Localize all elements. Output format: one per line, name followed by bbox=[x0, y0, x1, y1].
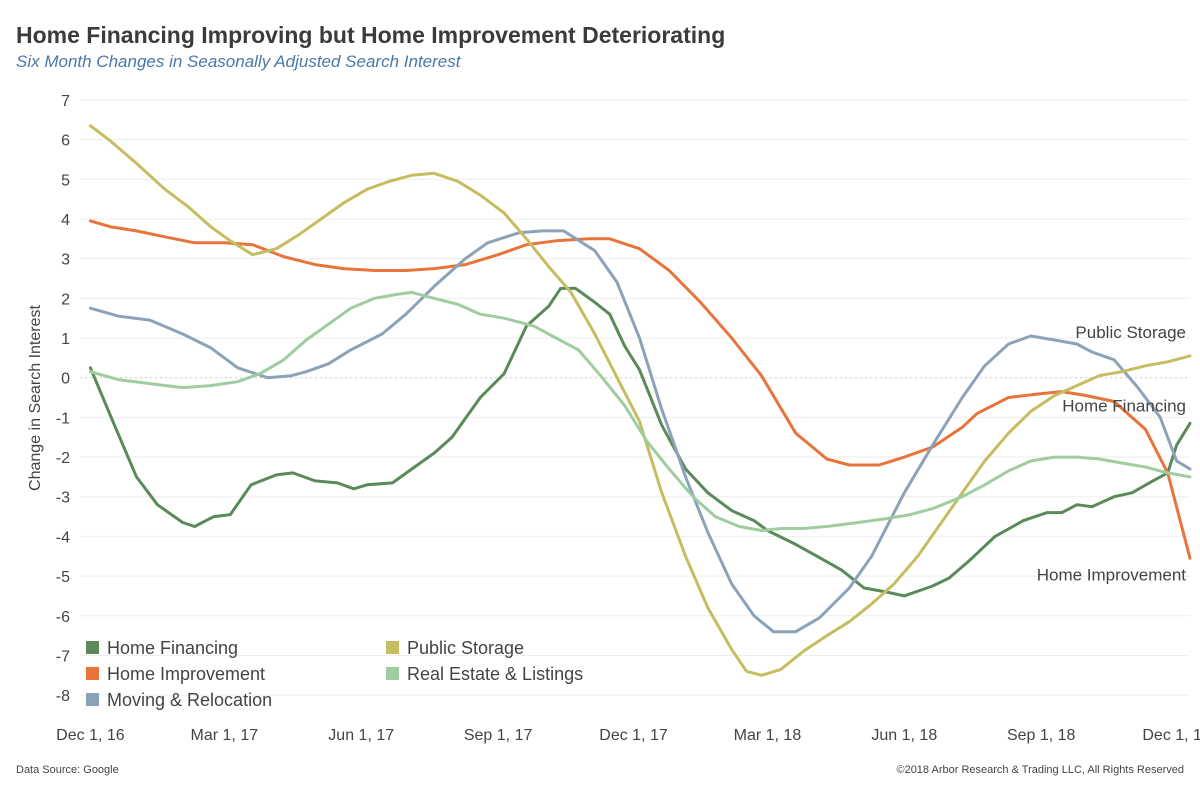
y-tick-label: 3 bbox=[61, 252, 70, 269]
chart-subtitle: Six Month Changes in Seasonally Adjusted… bbox=[16, 52, 461, 71]
x-tick-label: Jun 1, 18 bbox=[871, 727, 937, 744]
y-tick-label: -7 bbox=[56, 648, 70, 665]
legend-label: Home Improvement bbox=[107, 664, 265, 684]
legend-label: Moving & Relocation bbox=[107, 690, 272, 710]
y-tick-label: -8 bbox=[56, 688, 70, 705]
y-axis-label: Change in Search Interest bbox=[27, 305, 44, 491]
y-tick-label: 7 bbox=[61, 93, 70, 110]
y-tick-label: -3 bbox=[56, 490, 70, 507]
end-label: Public Storage bbox=[1075, 323, 1186, 342]
x-tick-label: Sep 1, 18 bbox=[1007, 727, 1076, 744]
end-label: Home Financing bbox=[1062, 396, 1186, 415]
legend-swatch bbox=[86, 667, 99, 680]
y-tick-label: -4 bbox=[56, 529, 70, 546]
y-tick-label: 6 bbox=[61, 133, 70, 150]
legend: Home Financing Home Improvement Moving & R… bbox=[86, 638, 583, 710]
y-tick-label: 4 bbox=[61, 212, 70, 229]
legend-label: Home Financing bbox=[107, 638, 238, 658]
x-tick-label: Dec 1, 17 bbox=[599, 727, 668, 744]
y-tick-label: -6 bbox=[56, 609, 70, 626]
y-tick-label: 0 bbox=[61, 371, 70, 388]
end-labels: Home Financing Home Improvement Public Sto… bbox=[1037, 323, 1187, 584]
series-line-moving-relocation bbox=[88, 229, 1192, 634]
series-lines bbox=[88, 124, 1192, 677]
y-axis-ticks: -8 -7 -6 -5 -4 -3 -2 -1 0 1 2 3 4 5 6 7 bbox=[56, 93, 70, 705]
x-tick-label: Jun 1, 17 bbox=[328, 727, 394, 744]
series-line-home-financing bbox=[88, 286, 1192, 598]
x-tick-label: Sep 1, 17 bbox=[464, 727, 533, 744]
x-tick-label: Dec 1, 18 bbox=[1142, 727, 1200, 744]
x-axis-ticks: Dec 1, 16 Mar 1, 17 Jun 1, 17 Sep 1, 17 Dec … bbox=[56, 727, 1200, 744]
legend-swatch bbox=[86, 693, 99, 706]
y-tick-label: -2 bbox=[56, 450, 70, 467]
x-tick-label: Mar 1, 18 bbox=[734, 727, 802, 744]
chart-title: Home Financing Improving but Home Improv… bbox=[16, 22, 726, 48]
legend-swatch bbox=[386, 667, 399, 680]
x-tick-label: Mar 1, 17 bbox=[191, 727, 259, 744]
y-tick-label: 2 bbox=[61, 291, 70, 308]
y-tick-label: -5 bbox=[56, 569, 70, 586]
copyright: ©2018 Arbor Research & Trading LLC, All … bbox=[896, 764, 1184, 776]
legend-swatch bbox=[86, 641, 99, 654]
y-tick-label: 5 bbox=[61, 172, 70, 189]
series-line-public-storage bbox=[88, 124, 1192, 677]
x-tick-label: Dec 1, 16 bbox=[56, 727, 125, 744]
legend-label: Real Estate & Listings bbox=[407, 664, 583, 684]
y-tick-label: 1 bbox=[61, 331, 70, 348]
series-line-real-estate-listings bbox=[88, 290, 1192, 532]
y-tick-label: -1 bbox=[56, 410, 70, 427]
end-label: Home Improvement bbox=[1037, 565, 1187, 584]
legend-swatch bbox=[386, 641, 399, 654]
data-source: Data Source: Google bbox=[16, 764, 119, 776]
legend-label: Public Storage bbox=[407, 638, 524, 658]
gridlines bbox=[80, 99, 1190, 696]
series-line-home-improvement bbox=[88, 219, 1192, 560]
